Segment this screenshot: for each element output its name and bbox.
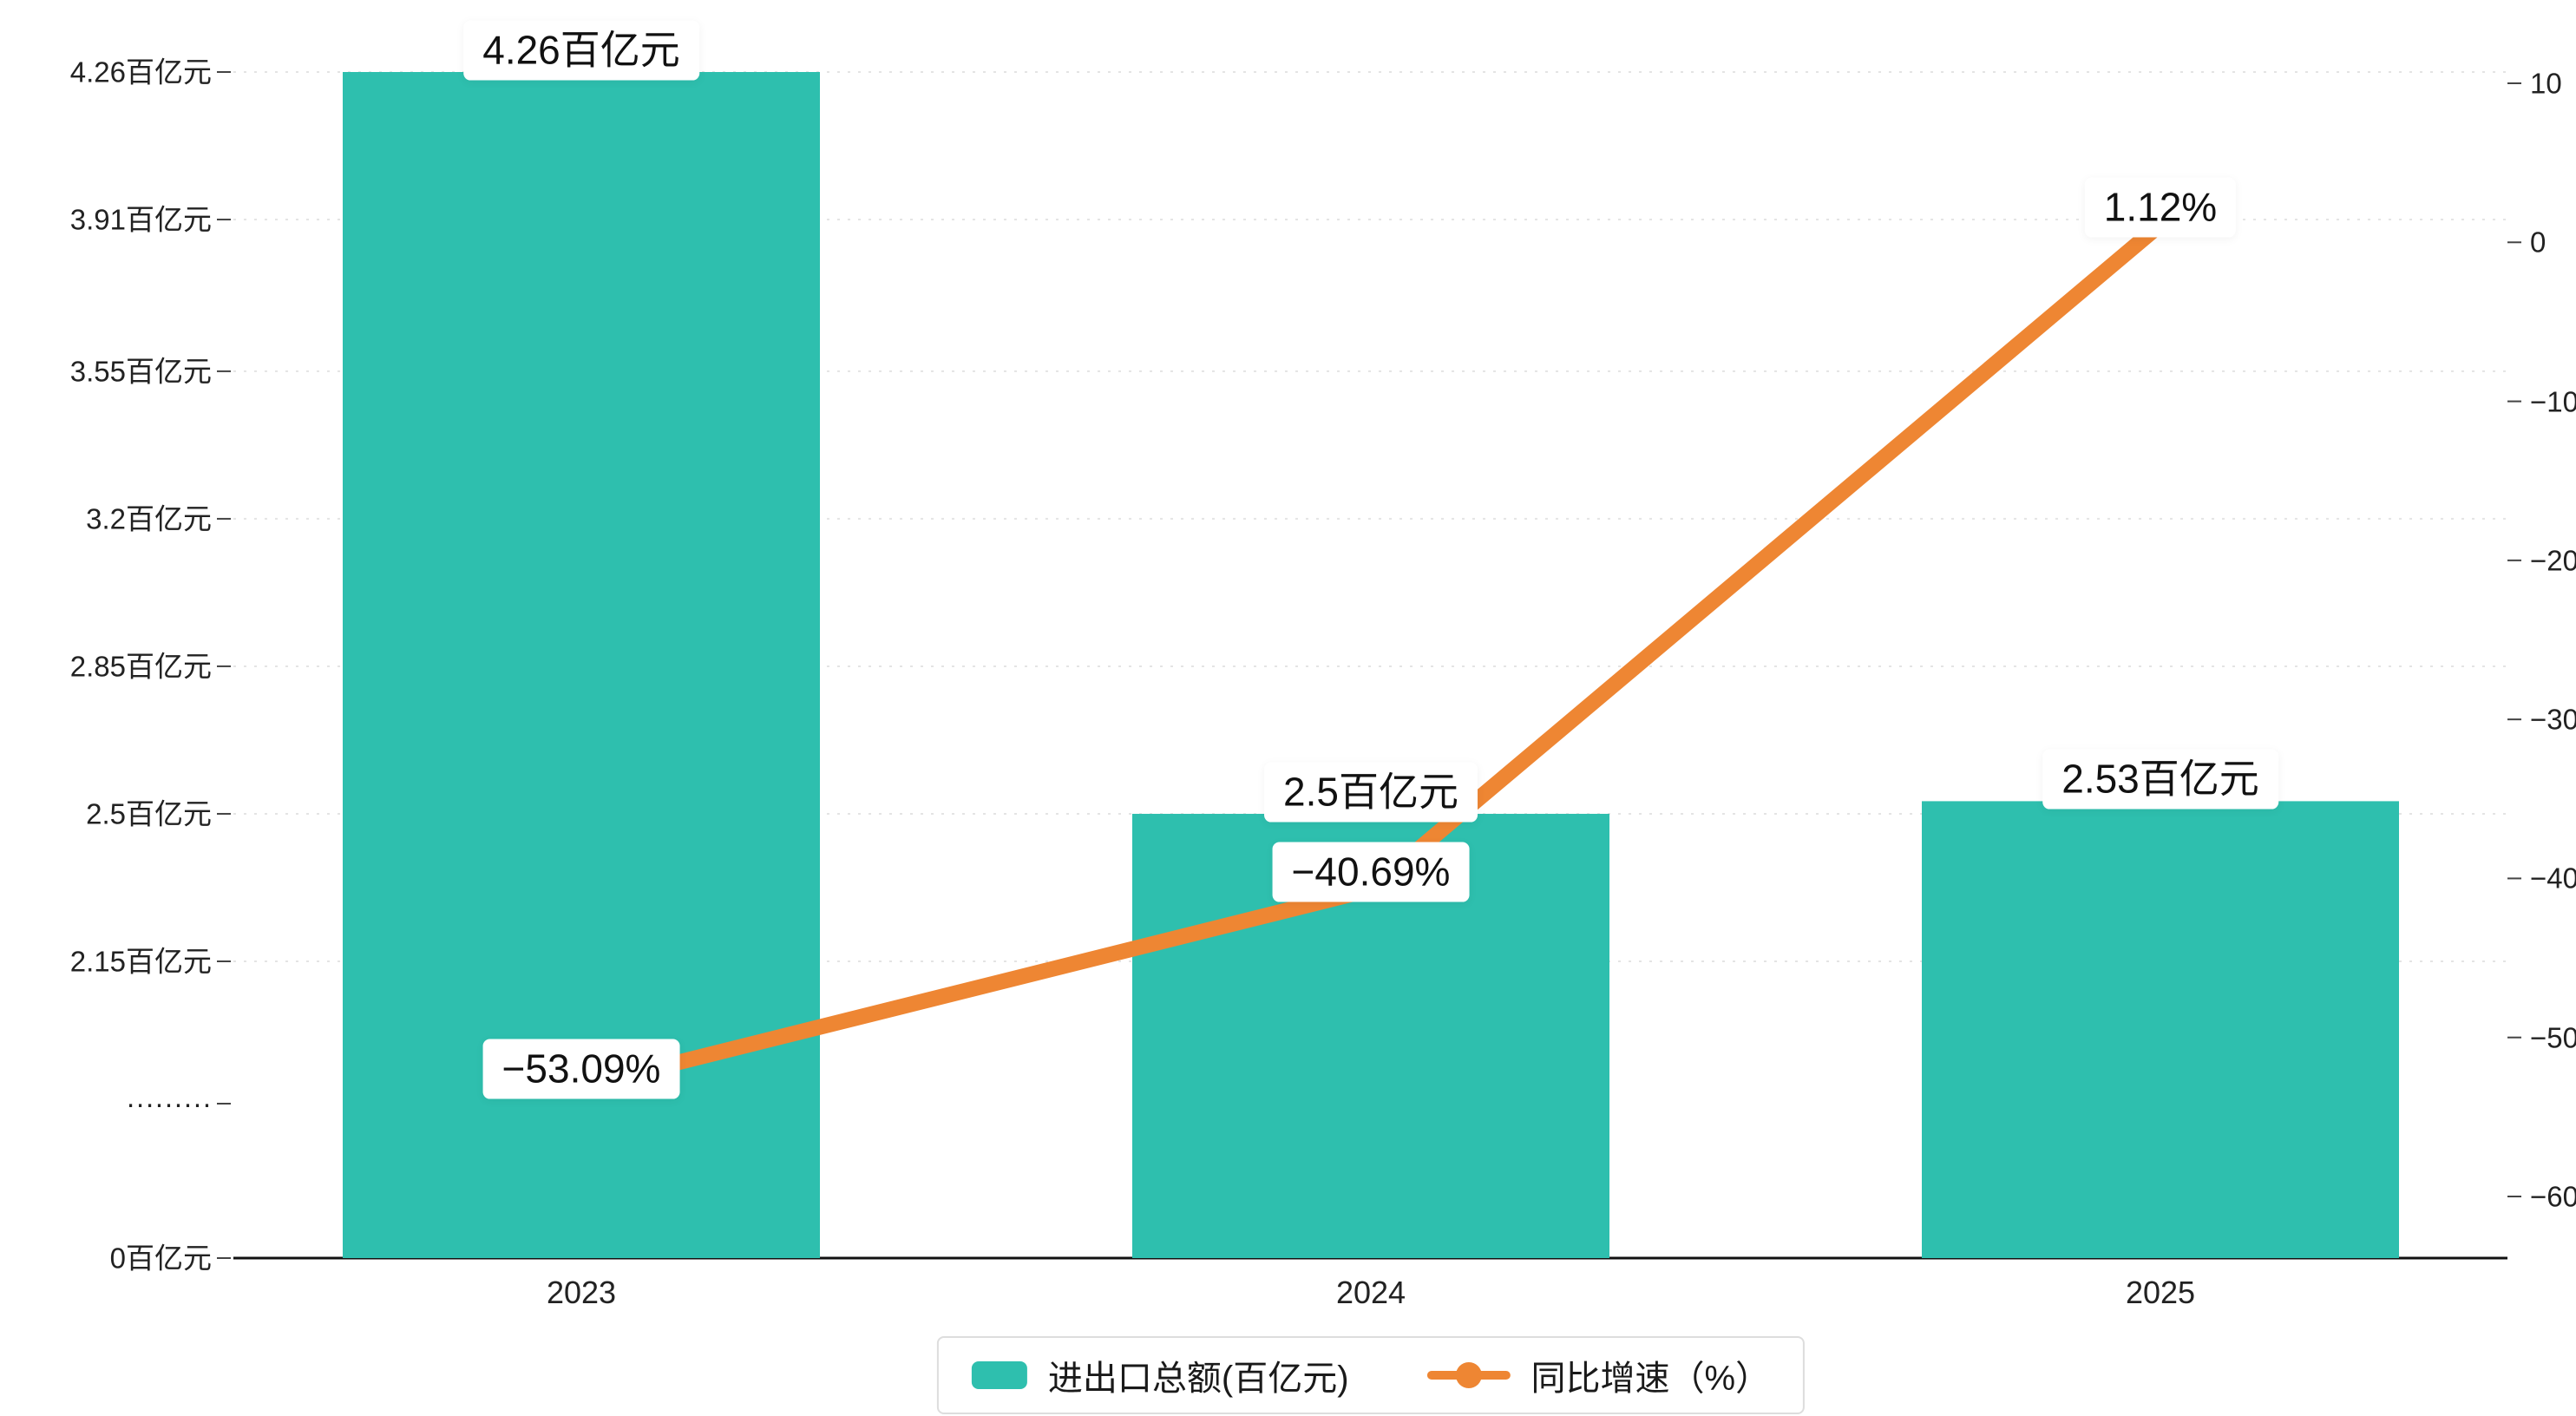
legend-line-dot-icon — [1455, 1362, 1482, 1388]
legend-bar-label: 进出口总额(百亿元) — [1047, 1360, 1349, 1398]
legend: 进出口总额(百亿元) 同比增速（%） — [936, 1336, 1806, 1414]
bar-2025[interactable] — [1922, 801, 2399, 1258]
legend-item-line[interactable]: 同比增速（%） — [1426, 1350, 1771, 1400]
legend-line-label: 同比增速（%） — [1531, 1360, 1771, 1398]
legend-bar-swatch-icon — [971, 1361, 1027, 1389]
legend-line-swatch-icon — [1426, 1362, 1511, 1388]
legend-item-bar[interactable]: 进出口总额(百亿元) — [971, 1350, 1349, 1400]
